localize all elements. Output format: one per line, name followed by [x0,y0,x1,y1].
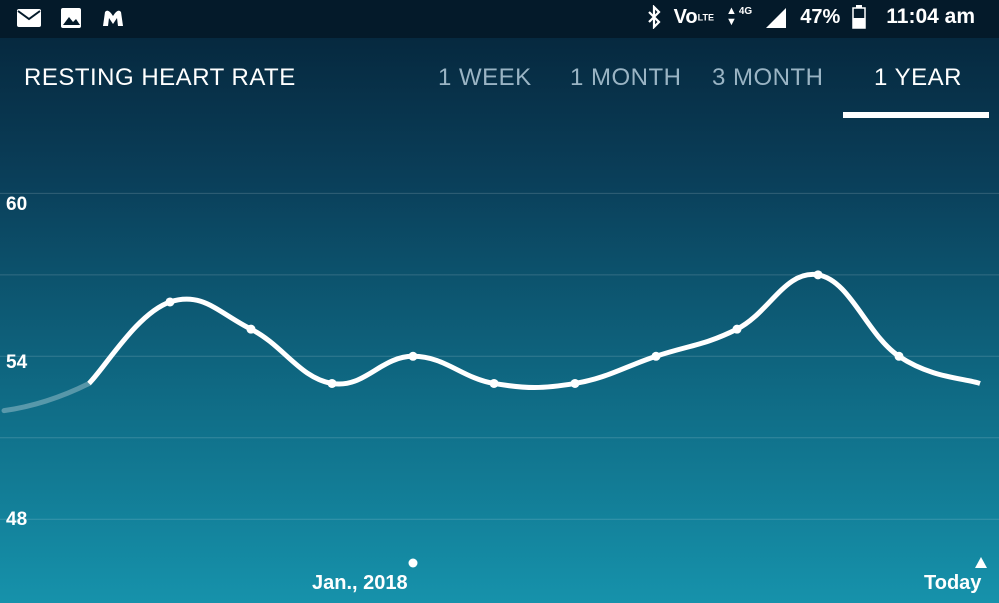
today-marker-triangle [975,557,987,568]
faded-leading-line [1,380,92,414]
tab-1-week[interactable]: 1 WEEK [438,64,532,91]
status-bar: VoLTE ▲ ▼ 4G 47% 11:04 am [0,0,999,38]
bluetooth-icon [647,5,661,29]
mail-icon [17,9,41,27]
x-marker-dot [408,558,418,568]
gallery-icon [61,8,81,28]
data-point[interactable] [570,378,580,388]
tab-1-year[interactable]: 1 YEAR [874,64,962,91]
battery-icon [852,5,866,29]
data-point[interactable] [732,324,742,334]
status-right: VoLTE ▲ ▼ 4G 47% 11:04 am [646,5,975,29]
data-point[interactable] [327,378,337,388]
data-point[interactable] [651,351,661,361]
network-label: 4G [738,6,753,17]
y-tick-label: 48 [6,509,28,530]
data-point[interactable] [408,351,418,361]
x-axis-label-today: Today [924,572,982,594]
data-point[interactable] [489,378,499,388]
malwarebytes-icon [103,10,123,26]
volte-icon: VoLTE [674,6,714,29]
status-time: 11:04 am [886,5,975,28]
network-4g-icon: ▲ ▼ 4G [725,5,753,28]
y-tick-label: 54 [6,352,28,373]
signal-icon [766,8,787,28]
active-tab-indicator [843,112,989,118]
data-point[interactable] [165,297,175,307]
tab-1-month[interactable]: 1 MONTH [570,64,682,91]
data-point[interactable] [813,270,823,280]
status-left [16,6,126,30]
data-point[interactable] [894,351,904,361]
data-point[interactable] [246,324,256,334]
y-tick-label: 60 [6,194,28,215]
page-title: RESTING HEART RATE [24,64,296,91]
series-line [87,271,981,391]
battery-percent: 47% [800,5,841,28]
lte-label: LTE [697,12,714,23]
header: RESTING HEART RATE 1 WEEK 1 MONTH 3 MONT… [0,38,999,120]
tab-3-month[interactable]: 3 MONTH [712,64,824,91]
x-axis-label-jan-2018: Jan., 2018 [312,572,408,594]
volte-label: Vo [673,5,698,28]
